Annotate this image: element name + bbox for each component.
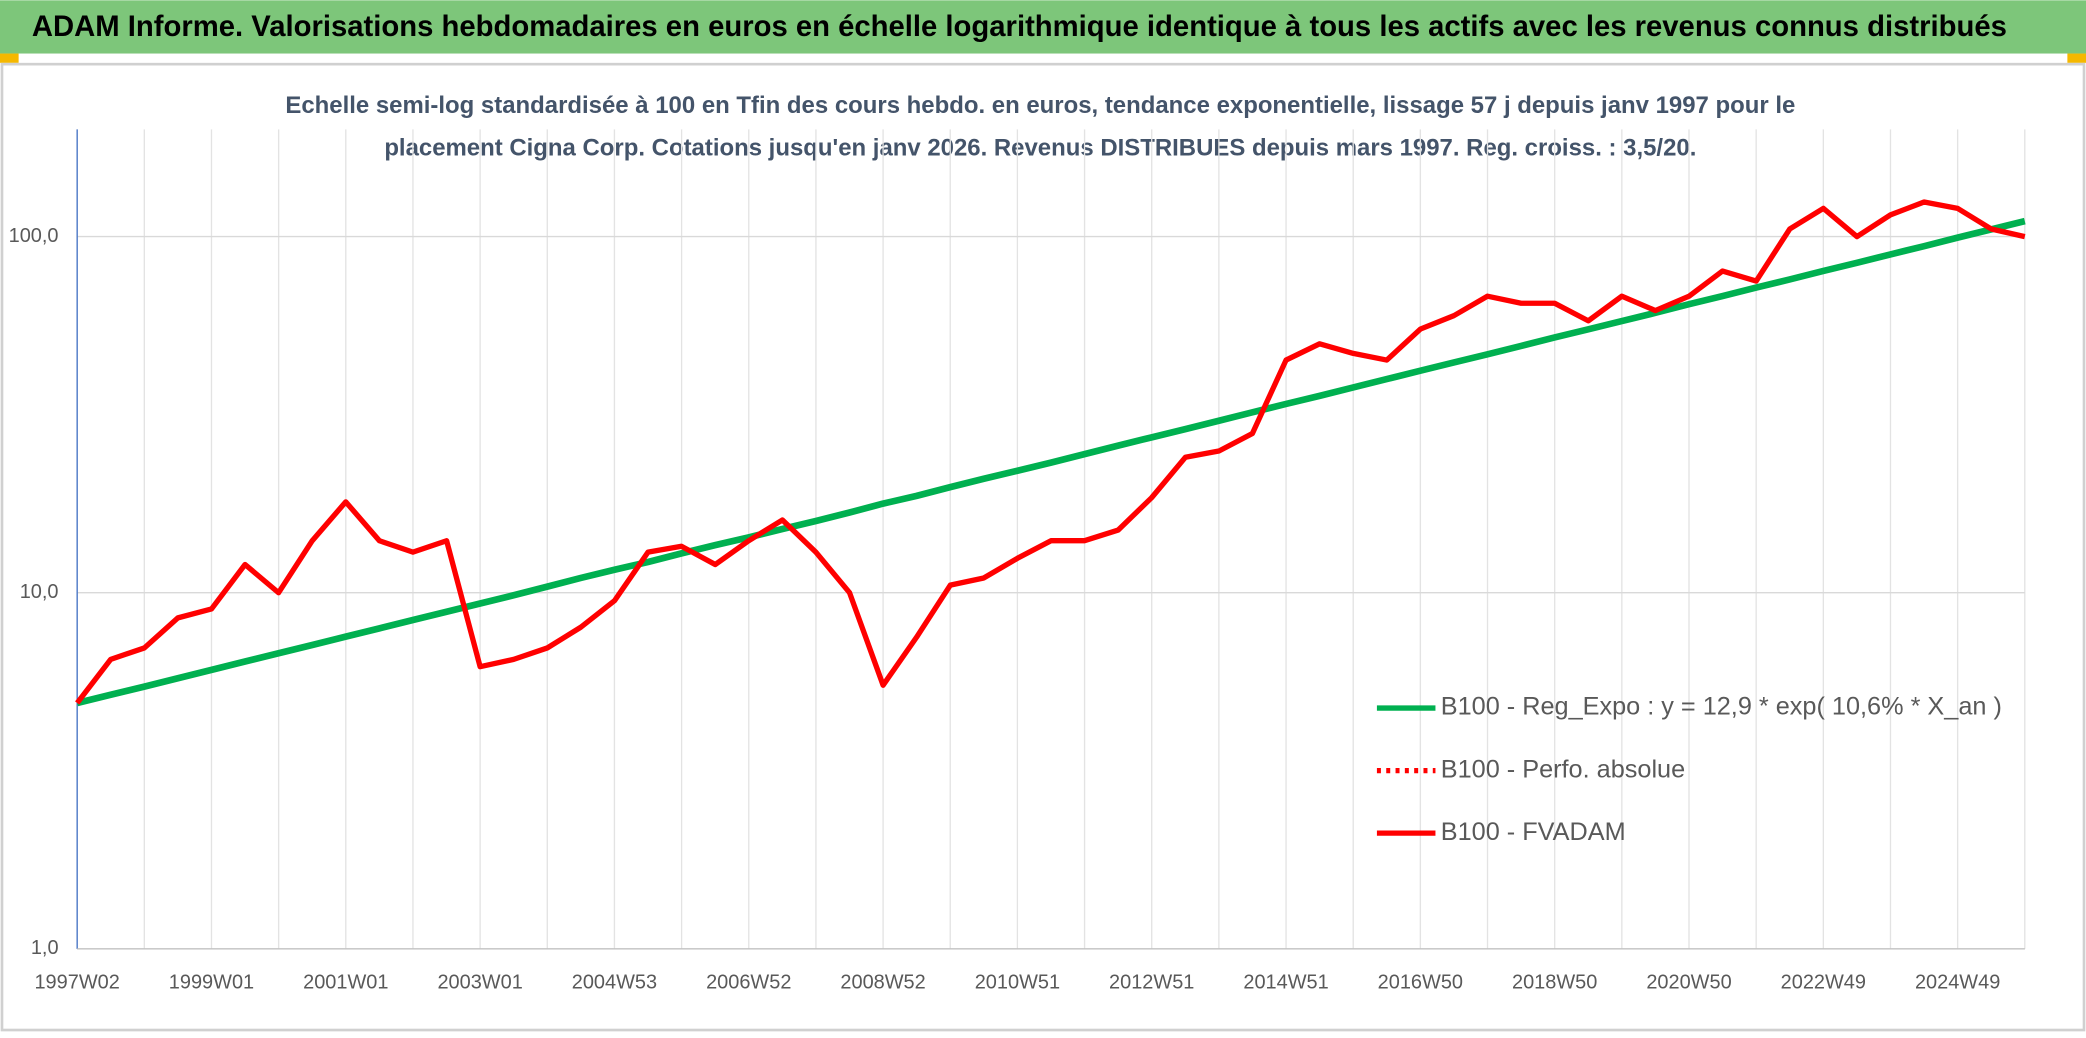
legend-label: B100 - FVADAM [1441,818,1626,846]
x-tick-label: 1997W02 [34,972,119,994]
y-tick-label: 100,0 [9,225,59,247]
x-tick-label: 2020W50 [1646,972,1731,994]
legend-label: B100 - Reg_Expo : y = 12,9 * exp( 10,6% … [1441,693,2002,721]
x-tick-label: 2022W49 [1781,972,1866,994]
x-tick-label: 2016W50 [1378,972,1463,994]
x-tick-label: 1999W01 [169,972,254,994]
x-tick-label: 2003W01 [437,972,522,994]
series-line [76,217,2026,707]
series-line [75,199,2026,705]
y-tick-label: 1,0 [31,937,59,959]
title-banner [0,0,2086,54]
x-tick-label: 2024W49 [1915,972,2000,994]
x-tick-label: 2001W01 [303,972,388,994]
x-tick-label: 2012W51 [1109,972,1194,994]
x-tick-label: 2008W52 [840,972,925,994]
subtitle: Echelle semi-log standardisée à 100 en T… [285,92,1795,119]
frame [0,62,2086,1032]
x-tick-label: 2006W52 [706,972,791,994]
legend-label: B100 - Perfo. absolue [1441,755,1685,783]
y-tick-label: 10,0 [20,581,59,603]
subtitle: placement Cigna Corp. Cotations jusqu'en… [384,135,1696,162]
x-tick-label: 2010W51 [975,972,1060,994]
chart-title: ADAM Informe. Valorisations hebdomadaire… [32,11,2007,43]
corner [2067,53,2086,63]
x-tick-label: 2018W50 [1512,972,1597,994]
x-tick-label: 2004W53 [572,972,657,994]
x-tick-label: 2014W51 [1243,972,1328,994]
corner [0,53,19,63]
